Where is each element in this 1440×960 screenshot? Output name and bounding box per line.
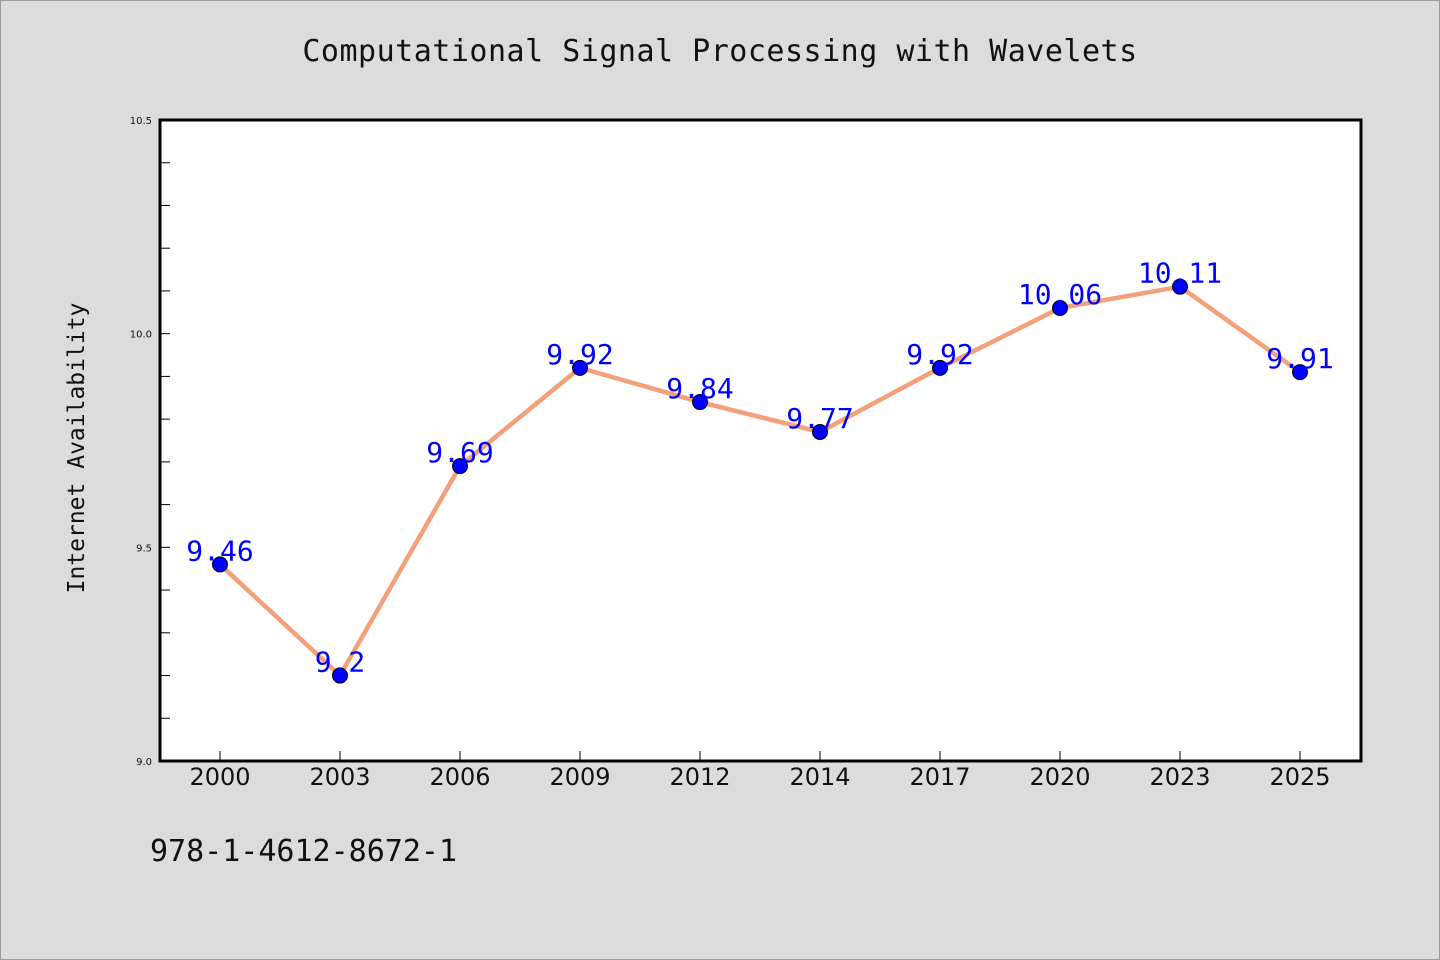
data-point bbox=[452, 458, 468, 475]
data-point bbox=[1172, 278, 1188, 295]
data-label: 9.77 bbox=[786, 402, 853, 435]
x-tick-label: 2023 bbox=[1149, 763, 1210, 791]
x-tick-label: 2009 bbox=[549, 763, 610, 791]
isbn-code: 978-1-4612-8672-1 bbox=[150, 834, 458, 869]
series-line bbox=[217, 284, 1303, 678]
data-point bbox=[332, 667, 348, 684]
data-point bbox=[812, 423, 828, 440]
x-tick-label: 2020 bbox=[1029, 763, 1090, 791]
x-tick-label: 2025 bbox=[1269, 763, 1330, 791]
x-tick-label: 2006 bbox=[429, 763, 490, 791]
y-tick-label: 9.5 bbox=[136, 543, 152, 554]
data-label: 9.2 bbox=[315, 646, 366, 679]
data-point bbox=[932, 359, 948, 376]
x-tick-label: 2003 bbox=[309, 763, 370, 791]
y-tick-label: 10.5 bbox=[130, 116, 152, 127]
data-point bbox=[212, 556, 228, 573]
data-label: 9.92 bbox=[546, 338, 613, 371]
data-point bbox=[692, 394, 708, 411]
x-tick-label: 2014 bbox=[789, 763, 850, 791]
data-markers bbox=[212, 278, 1308, 684]
data-label: 9.46 bbox=[186, 534, 253, 567]
x-tick-label: 2012 bbox=[669, 763, 730, 791]
x-axis: 2000 2003 2006 2009 2012 2014 2017 2020 2023 2025 bbox=[189, 751, 1331, 791]
data-label: 10.06 bbox=[1018, 278, 1102, 311]
plot-area bbox=[158, 118, 1363, 763]
data-label: 9.84 bbox=[666, 372, 733, 405]
data-label: 10.11 bbox=[1138, 257, 1222, 290]
y-tick-label: 10.0 bbox=[130, 330, 152, 341]
x-tick-label: 2000 bbox=[189, 763, 250, 791]
data-label: 9.91 bbox=[1266, 342, 1333, 375]
data-point bbox=[572, 359, 588, 376]
series-line-group bbox=[217, 284, 1303, 678]
y-axis: 9.0 9.5 10.0 10.5 bbox=[130, 116, 170, 768]
data-label: 9.92 bbox=[906, 338, 973, 371]
data-labels: 9.46 9.2 9.69 9.92 9.84 9.77 9.92 10.06 10.11 9.9… bbox=[186, 257, 1333, 679]
y-tick-label: 9.0 bbox=[136, 757, 152, 768]
data-point bbox=[1052, 300, 1068, 317]
data-label: 9.69 bbox=[426, 436, 493, 469]
chart-title: Computational Signal Processing with Wav… bbox=[302, 34, 1138, 69]
x-tick-label: 2017 bbox=[909, 763, 970, 791]
data-point bbox=[1292, 364, 1308, 381]
